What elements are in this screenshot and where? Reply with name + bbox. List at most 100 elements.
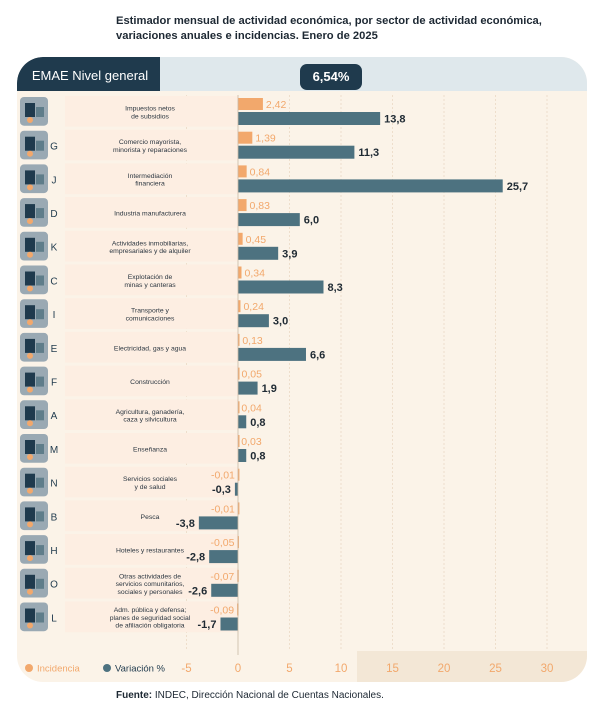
- sector-letter: O: [50, 580, 58, 591]
- sector-name: Industria manufacturera: [114, 210, 186, 217]
- emae-label: EMAE Nivel general: [31, 68, 149, 83]
- hospital-icon: [25, 473, 44, 494]
- sector-name: Hoteles y restaurantes: [116, 547, 185, 554]
- variation-bar: [198, 516, 238, 530]
- sector-letter: G: [50, 142, 58, 153]
- incidence-label: 0,45: [246, 234, 267, 246]
- icon-part: [27, 184, 33, 191]
- sector-letter: I: [53, 310, 56, 321]
- x-tick-label: 0: [235, 663, 241, 675]
- variation-label: 11,3: [358, 147, 379, 159]
- incidence-bar: [237, 502, 240, 515]
- icon-part: [27, 588, 33, 595]
- incidence-bar: [238, 300, 241, 313]
- icon-part: [25, 372, 35, 387]
- variation-label: 0,8: [250, 451, 265, 463]
- sector-name: Enseñanza: [133, 446, 167, 453]
- incidence-label: 0,84: [250, 166, 271, 178]
- sector-row: D Industria manufacturera 0,83 6,0: [20, 197, 319, 228]
- sector-name: y de salud: [135, 484, 166, 491]
- sector-letter: C: [50, 276, 57, 287]
- sector-row: K Actividades inmobiliarias,empresariales…: [20, 230, 297, 262]
- incidence-label: 1,39: [255, 133, 276, 145]
- icon-part: [36, 140, 44, 151]
- variation-label: 6,0: [304, 215, 319, 227]
- sector-name: Explotación de: [128, 274, 173, 281]
- variation-bar: [238, 449, 247, 462]
- incidence-label: 0,03: [241, 436, 262, 448]
- chart-title: Estimador mensual de actividad económica…: [116, 15, 542, 42]
- sector-letter: D: [50, 209, 57, 220]
- sector-name: Servicios sociales: [123, 476, 178, 483]
- incidence-label: 2,42: [266, 99, 287, 111]
- variation-label: 6,6: [310, 349, 325, 361]
- sector-letter: K: [51, 243, 58, 254]
- panel-background: [17, 57, 587, 682]
- gears-icon: [25, 204, 44, 225]
- sector-name: Otras actividades de: [119, 573, 181, 580]
- hotel-icon: [25, 541, 44, 562]
- variation-label: -1,7: [198, 619, 217, 631]
- government-icon: [25, 608, 44, 629]
- icon-part: [27, 319, 33, 326]
- icon-part: [27, 420, 33, 427]
- sector-name: de subsidios: [131, 113, 169, 120]
- community-icon: [25, 574, 44, 595]
- source-prefix: Fuente:: [116, 690, 153, 701]
- sector-letter: H: [50, 546, 57, 557]
- tractor-icon: [25, 406, 44, 427]
- icon-part: [25, 473, 35, 488]
- variation-label: 3,9: [282, 248, 297, 260]
- icon-part: [36, 410, 44, 421]
- icon-part: [25, 541, 35, 556]
- icon-part: [25, 507, 35, 522]
- incidence-label: -0,09: [210, 605, 234, 617]
- legend-incidence-swatch: [25, 664, 33, 672]
- incidence-bar: [238, 98, 263, 110]
- icon-part: [25, 608, 35, 623]
- variation-bar: [238, 347, 306, 361]
- incidence-bar: [238, 435, 240, 447]
- icon-part: [36, 444, 44, 454]
- incidence-bar: [238, 266, 242, 279]
- icon-part: [25, 237, 35, 252]
- variation-label: 25,7: [507, 181, 528, 193]
- sector-name: Agricultura, ganadería,: [116, 409, 185, 416]
- icon-part: [25, 103, 35, 117]
- incidence-label: -0,07: [210, 571, 234, 583]
- icon-part: [27, 622, 33, 629]
- row-background: [65, 567, 238, 599]
- sector-row: F Construcción 0,05 1,9: [20, 365, 277, 397]
- power-plant-icon: [25, 338, 44, 359]
- icon-part: [36, 309, 44, 320]
- variation-bar: [238, 314, 269, 328]
- icon-part: [25, 271, 35, 286]
- icon-part: [36, 174, 44, 185]
- variation-bar: [211, 583, 238, 597]
- sector-row: L Adm. pública y defensa;planes de seguri…: [20, 601, 239, 633]
- variation-label: -2,8: [186, 552, 205, 564]
- incidence-bar: [238, 401, 240, 414]
- row-background: [65, 197, 238, 228]
- variation-label: 13,8: [384, 114, 405, 126]
- row-background: [65, 129, 238, 161]
- sector-name: minas y canteras: [124, 282, 176, 289]
- x-tick-label: -5: [181, 663, 191, 675]
- icon-part: [27, 150, 33, 157]
- tax-building-icon: [25, 103, 44, 123]
- incidence-label: -0,05: [211, 537, 235, 549]
- icon-part: [36, 275, 44, 286]
- icon-part: [36, 545, 44, 556]
- legend: Incidencia Variación %: [25, 664, 166, 675]
- x-tick-label: 5: [286, 663, 292, 675]
- icon-part: [27, 352, 33, 359]
- variation-bar: [234, 482, 238, 496]
- sector-name: Construcción: [130, 379, 170, 386]
- icon-part: [36, 511, 44, 522]
- incidence-label: 0,04: [241, 402, 262, 414]
- icon-part: [25, 204, 35, 219]
- variation-label: 0,8: [250, 417, 265, 429]
- sector-row: E Electricidad, gas y agua 0,13 6,6: [20, 331, 325, 363]
- sector-name: servicios comunitarios,: [116, 581, 185, 588]
